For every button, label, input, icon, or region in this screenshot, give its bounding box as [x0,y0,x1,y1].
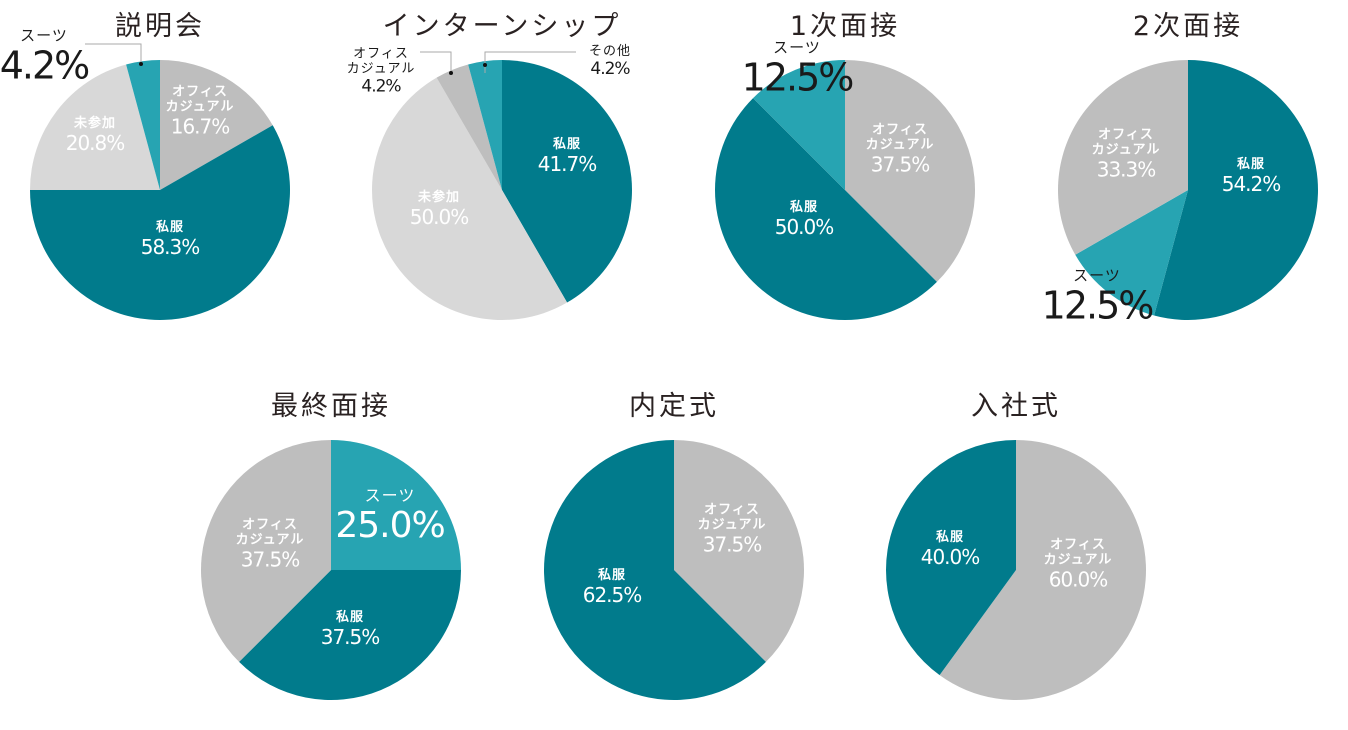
chart-title-first-interview: 1次面接 [789,11,901,42]
slice-label-private-clothes: 私服 50.0% [774,200,835,239]
pie-slice [674,440,804,662]
chart-title-second-interview: 2次面接 [1132,11,1244,42]
pie-slice [126,60,160,190]
slice-label-office-casual: オフィス カジュアル 37.5% [697,502,767,557]
pie-slice [886,440,1016,676]
pie-slice [201,440,331,662]
slice-label-private-clothes: 私服 41.7% [537,137,598,176]
chart-title-final-interview: 最終面接 [271,391,391,422]
pie-slice [939,440,1146,701]
pie-slice [1154,60,1319,320]
slice-label-not-attended: 未参加 50.0% [409,190,470,229]
chart-title-entrance-ceremony: 入社式 [971,391,1061,422]
slice-label-suit: スーツ 12.5% [741,38,855,100]
slice-label-not-attended: 未参加 20.8% [65,116,126,155]
slice-label-private-clothes: 私服 37.5% [320,610,381,649]
pie-slice [436,64,502,190]
pie-slice [239,570,461,701]
slice-label-office-casual-callout: オフィス カジュアル 4.2% [346,46,416,97]
slice-label-suit-callout: スーツ 4.2% [0,26,90,88]
pie-slice [753,60,845,190]
slice-label-office-casual: オフィス カジュアル 37.5% [235,517,305,572]
pie-slice [715,98,937,321]
pie-slice [1058,60,1188,255]
callout-dot [449,71,453,75]
chart-title-internship: インターンシップ [382,11,622,42]
chart-title-naitei-ceremony: 内定式 [629,391,719,422]
callout-leader-line [420,51,452,73]
pie-slice [502,60,632,303]
slice-label-suit-callout: スーツ 12.5% [1041,266,1155,328]
slice-label-other-callout: その他 4.2% [588,43,632,79]
pie-slice [468,60,502,190]
pie-slice [160,60,273,190]
chart-title-setsumeikai: 説明会 [115,11,205,42]
pie-slice [1075,190,1188,316]
slice-label-private-clothes: 私服 54.2% [1221,157,1282,196]
pie-slice [845,60,975,282]
pie-slice [372,77,568,320]
pie-slice [331,440,461,570]
callout-dot [483,63,487,67]
pie-slice [30,64,160,190]
slice-label-office-casual: オフィス カジュアル 60.0% [1043,537,1113,592]
slice-label-private-clothes: 私服 62.5% [582,568,643,607]
slice-label-office-casual: オフィス カジュアル 16.7% [165,84,235,139]
slice-label-private-clothes: 私服 40.0% [920,530,981,569]
pie-slice [30,125,290,321]
callout-dot [139,62,143,66]
slice-label-suit: スーツ 25.0% [335,486,445,547]
slice-label-office-casual: オフィス カジュアル 37.5% [865,122,935,177]
pie-slice [543,440,766,701]
slice-label-private-clothes: 私服 58.3% [140,220,201,259]
callout-leader-line [85,43,142,64]
slice-label-office-casual: オフィス カジュアル 33.3% [1091,127,1161,182]
